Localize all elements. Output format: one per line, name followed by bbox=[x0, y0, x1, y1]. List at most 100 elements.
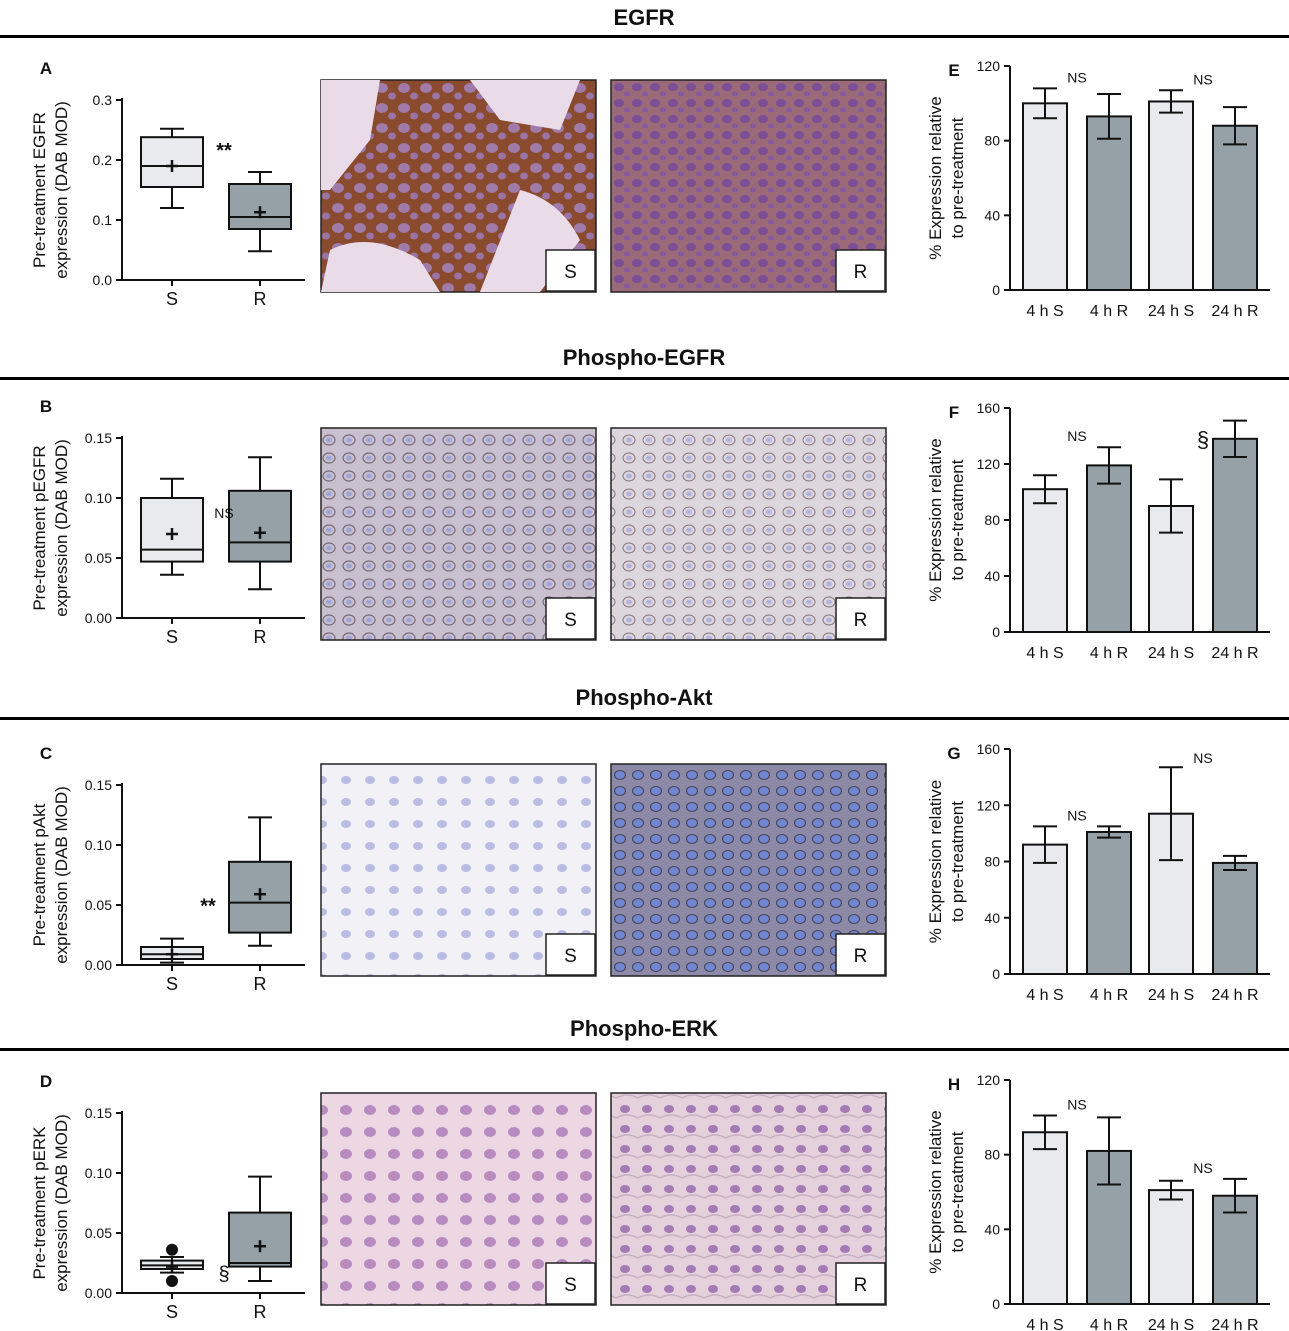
bar bbox=[1212, 861, 1258, 975]
bar bbox=[1086, 464, 1132, 633]
section-rule bbox=[0, 1048, 1289, 1051]
image-label-box bbox=[545, 1262, 596, 1305]
y-tick-label: 0.3 bbox=[93, 92, 113, 108]
box-plot-D: D 0.00 0.05 0.10 0.15 Pre-treatment pERK expre… bbox=[30, 1072, 305, 1322]
y-axis-label: % Expression relative bbox=[926, 780, 945, 943]
y-tick-label: 0.15 bbox=[85, 430, 112, 446]
y-axis-label: Pre-treatment pAkt bbox=[30, 803, 49, 946]
y-tick-label: 0.00 bbox=[85, 610, 112, 626]
y-tick-label: 0.05 bbox=[85, 1225, 112, 1241]
significance-annotation: § bbox=[1197, 427, 1209, 452]
lumen-area bbox=[321, 242, 440, 292]
x-tick-label: 4 h R bbox=[1090, 645, 1128, 662]
x-tick-label: 4 h R bbox=[1090, 1317, 1128, 1331]
y-tick-label: 0.2 bbox=[93, 152, 113, 168]
significance-annotation: NS bbox=[1067, 1096, 1086, 1112]
y-axis-label: expression (DAB MOD) bbox=[52, 1114, 71, 1292]
significance-annotation: NS bbox=[1067, 69, 1086, 85]
x-tick-label: R bbox=[254, 1302, 267, 1322]
bar bbox=[1022, 1131, 1068, 1306]
image-label: R bbox=[854, 610, 868, 631]
panel-letter: H bbox=[948, 1075, 960, 1094]
x-tick-label: 24 h R bbox=[1211, 987, 1258, 1004]
significance-annotation: ** bbox=[200, 896, 216, 918]
y-axis-label: expression (DAB MOD) bbox=[52, 786, 71, 964]
box bbox=[228, 1211, 292, 1268]
panel-letter: B bbox=[40, 397, 52, 416]
image-label-box bbox=[545, 597, 596, 640]
x-tick-label: 4 h S bbox=[1026, 1317, 1063, 1331]
y-tick-label: 0.10 bbox=[85, 490, 112, 506]
y-axis-label: expression (DAB MOD) bbox=[52, 439, 71, 617]
panel-letter: A bbox=[40, 59, 52, 78]
x-tick-label: 24 h R bbox=[1211, 1317, 1258, 1331]
micrograph-S: S bbox=[320, 79, 597, 293]
bar bbox=[1022, 102, 1068, 292]
y-tick-label: 120 bbox=[977, 797, 1001, 813]
y-axis-label: % Expression relative bbox=[926, 96, 945, 259]
x-tick-label: 4 h R bbox=[1090, 987, 1128, 1004]
micrograph-R: R bbox=[610, 79, 887, 293]
significance-annotation: NS bbox=[1067, 807, 1086, 823]
x-tick-label: 24 h R bbox=[1211, 303, 1258, 320]
x-tick-label: S bbox=[166, 289, 178, 309]
y-tick-label: 120 bbox=[977, 1072, 1001, 1088]
significance-annotation: ** bbox=[216, 140, 232, 162]
y-tick-label: 80 bbox=[984, 133, 1000, 149]
bar bbox=[1212, 1194, 1258, 1305]
y-tick-label: 160 bbox=[977, 400, 1001, 416]
y-tick-label: 80 bbox=[984, 1147, 1000, 1163]
bar bbox=[1148, 100, 1194, 292]
box-plot-A: A 0.0 0.1 0.2 0.3 Pre-treatment EGFR expressio… bbox=[30, 59, 305, 309]
y-tick-label: 0.00 bbox=[85, 957, 112, 973]
bar-chart-E: E 0 40 80 120 % Expression relative to pre-tre… bbox=[926, 58, 1270, 320]
y-axis-label: % Expression relative bbox=[926, 1110, 945, 1273]
y-tick-label: 0.15 bbox=[85, 1105, 112, 1121]
y-axis-label: to pre-treatment bbox=[948, 801, 967, 922]
y-tick-label: 40 bbox=[984, 910, 1000, 926]
significance-annotation: NS bbox=[1067, 428, 1086, 444]
micrograph-S: S bbox=[320, 1092, 597, 1306]
y-tick-label: 0.10 bbox=[85, 1165, 112, 1181]
x-tick-label: 4 h S bbox=[1026, 303, 1063, 320]
image-label-box bbox=[835, 933, 886, 976]
section-3: Phospho-Akt C 0.00 0.05 0.10 0.15 Pre-treatmen… bbox=[0, 685, 1289, 1004]
y-tick-label: 40 bbox=[984, 1221, 1000, 1237]
x-tick-label: R bbox=[254, 974, 267, 994]
lumen-area bbox=[470, 80, 580, 130]
box bbox=[228, 489, 292, 563]
y-tick-label: 0 bbox=[992, 1296, 1000, 1312]
x-tick-label: R bbox=[254, 289, 267, 309]
y-tick-label: 0.10 bbox=[85, 837, 112, 853]
image-label-box bbox=[545, 933, 596, 976]
y-tick-label: 0.05 bbox=[85, 550, 112, 566]
panel-letter: G bbox=[947, 744, 960, 763]
x-tick-label: 24 h S bbox=[1148, 303, 1194, 320]
y-tick-label: 0 bbox=[992, 282, 1000, 298]
section-4: Phospho-ERK D 0.00 0.05 0.10 0.15 Pre-treatmen… bbox=[0, 1016, 1289, 1331]
outlier-point bbox=[166, 1243, 178, 1256]
x-tick-label: 24 h S bbox=[1148, 1317, 1194, 1331]
image-label: R bbox=[854, 946, 868, 967]
micrograph-R: R bbox=[610, 427, 887, 641]
panel-letter: E bbox=[948, 61, 959, 80]
x-tick-label: 4 h S bbox=[1026, 645, 1063, 662]
x-tick-label: R bbox=[254, 627, 267, 647]
bar bbox=[1086, 830, 1132, 975]
x-tick-label: S bbox=[166, 627, 178, 647]
y-axis-label: Pre-treatment pEGFR bbox=[30, 445, 49, 610]
bar bbox=[1212, 124, 1258, 291]
y-axis-label: to pre-treatment bbox=[948, 117, 967, 238]
y-tick-label: 0.1 bbox=[93, 212, 113, 228]
image-label-box bbox=[545, 249, 596, 292]
y-tick-label: 40 bbox=[984, 568, 1000, 584]
y-axis-label: Pre-treatment EGFR bbox=[30, 112, 49, 268]
image-label: S bbox=[564, 262, 577, 283]
micrograph-S: S bbox=[320, 763, 597, 977]
significance-annotation: NS bbox=[1193, 750, 1212, 766]
image-label: R bbox=[854, 1275, 868, 1296]
panel-letter: D bbox=[40, 1072, 52, 1091]
y-axis-label: % Expression relative bbox=[926, 438, 945, 601]
x-tick-label: 24 h S bbox=[1148, 987, 1194, 1004]
